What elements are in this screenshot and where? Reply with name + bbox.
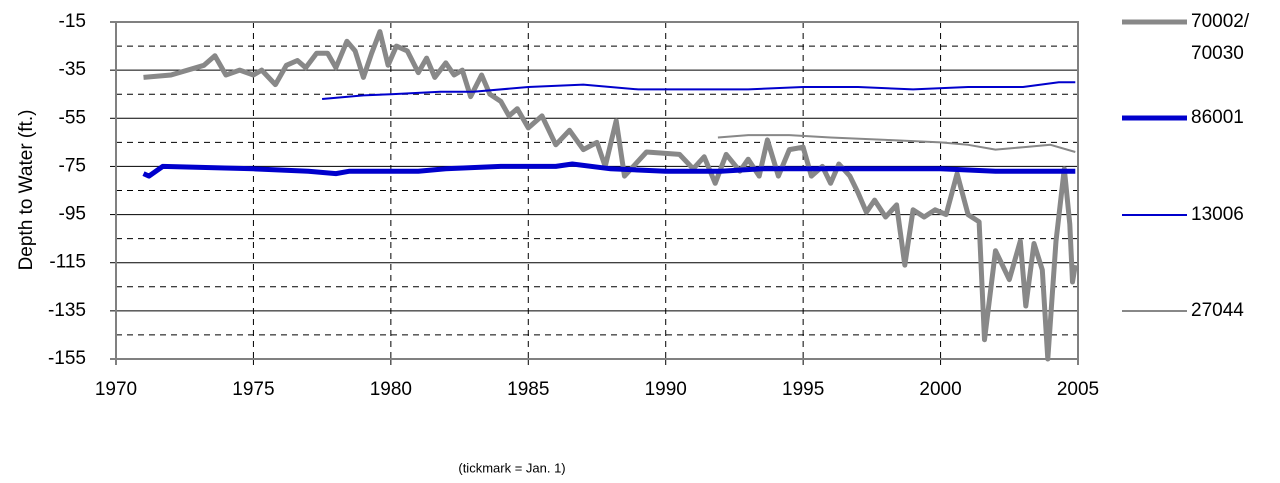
- x-tick-label: 1975: [232, 379, 274, 400]
- x-tick-label: 1970: [95, 379, 137, 400]
- series-line: [322, 81, 1076, 100]
- y-tick-label: -135: [48, 300, 86, 321]
- legend-label: 13006: [1191, 204, 1244, 225]
- plot-border: [115, 21, 1079, 360]
- x-tick-label: 2000: [919, 379, 961, 400]
- legend-label: 27044: [1191, 300, 1244, 321]
- y-tick-label: -15: [59, 11, 86, 32]
- y-tick-label: -75: [59, 155, 86, 176]
- x-tick-label: 1995: [782, 379, 824, 400]
- note: (tickmark = Jan. 1): [458, 460, 565, 475]
- y-tick-label: -155: [48, 348, 86, 369]
- series-line: [717, 134, 1076, 153]
- y-axis-label: Depth to Water (ft.): [16, 110, 37, 271]
- series-line: [142, 161, 1076, 179]
- x-tick-label: 1990: [645, 379, 687, 400]
- y-tick-label: -95: [59, 204, 86, 225]
- legend-label: 70002/70030: [1191, 11, 1250, 64]
- y-tick-label: -55: [59, 107, 86, 128]
- x-tick-label: 1980: [370, 379, 412, 400]
- y-tick-label: -115: [49, 252, 86, 273]
- series-line: [143, 29, 1078, 362]
- x-tick-label: 2005: [1057, 379, 1099, 400]
- y-tick-label: -35: [59, 59, 86, 80]
- x-tick-label: 1985: [507, 379, 549, 400]
- legend-label: 86001: [1191, 107, 1244, 128]
